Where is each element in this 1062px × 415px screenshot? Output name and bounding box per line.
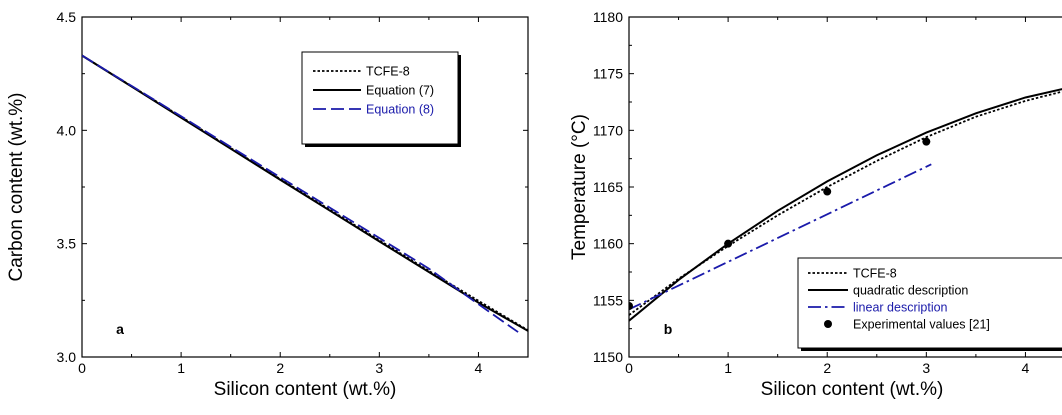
x-tick-label: 0 bbox=[625, 360, 633, 376]
data-point bbox=[922, 137, 931, 146]
legend-label: quadratic description bbox=[853, 284, 968, 298]
x-tick-label: 2 bbox=[823, 360, 831, 376]
x-tick-label: 4 bbox=[1022, 360, 1030, 376]
x-axis-label: Silicon content (wt.%) bbox=[214, 379, 397, 400]
series-line bbox=[629, 163, 932, 311]
y-tick-label: 3.0 bbox=[57, 349, 77, 365]
chart-panel-b: 0 1 2 3 4 1150 1155 1160 1165 1170 1175 1180 Silicon… bbox=[569, 9, 1062, 400]
y-tick-label: 1165 bbox=[593, 179, 623, 195]
legend-label: TCFE-8 bbox=[853, 267, 897, 281]
y-axis-label: Temperature (°C) bbox=[569, 114, 590, 260]
x-tick-label: 2 bbox=[276, 360, 284, 376]
y-tick-label: 1150 bbox=[593, 349, 623, 365]
legend-label: Equation (8) bbox=[366, 103, 434, 117]
y-tick-label: 4.0 bbox=[57, 122, 77, 138]
series-line bbox=[629, 88, 1062, 322]
x-axis-label: Silicon content (wt.%) bbox=[761, 379, 944, 400]
y-tick-label: 1170 bbox=[593, 122, 623, 138]
data-point bbox=[823, 187, 832, 196]
legend-label: TCFE-8 bbox=[366, 65, 410, 79]
data-point bbox=[724, 239, 733, 248]
legend-marker bbox=[824, 320, 832, 328]
series-group bbox=[629, 88, 1062, 322]
y-axis-label: Carbon content (wt.%) bbox=[6, 92, 27, 281]
legend-box bbox=[301, 51, 459, 145]
x-tick-label: 3 bbox=[375, 360, 383, 376]
panel-letter: a bbox=[116, 321, 124, 337]
x-tick-label: 4 bbox=[475, 360, 483, 376]
chart-panel-a: 0 1 2 3 4 3.0 3.5 4.0 4.5 Silicon content (wt.%) C… bbox=[6, 9, 529, 400]
series-line bbox=[82, 54, 519, 333]
series-group bbox=[82, 54, 528, 333]
legend: TCFE-8 quadratic description linear descri… bbox=[797, 257, 1062, 351]
legend-label: Experimental values [21] bbox=[853, 318, 990, 332]
x-tick-label: 1 bbox=[724, 360, 732, 376]
legend-label: linear description bbox=[853, 301, 948, 315]
legend-label: Equation (7) bbox=[366, 84, 434, 98]
x-tick-label: 0 bbox=[78, 360, 86, 376]
y-tick-label: 3.5 bbox=[57, 236, 77, 252]
y-tick-label: 1155 bbox=[593, 292, 623, 308]
legend: TCFE-8 Equation (7) Equation (8) bbox=[301, 51, 461, 147]
y-tick-label: 4.5 bbox=[57, 9, 77, 25]
y-tick-label: 1180 bbox=[593, 9, 623, 25]
x-tick-label: 1 bbox=[177, 360, 185, 376]
data-point bbox=[629, 302, 633, 310]
y-tick-label: 1160 bbox=[593, 236, 623, 252]
panel-letter: b bbox=[664, 321, 673, 337]
x-tick-label: 3 bbox=[922, 360, 930, 376]
y-tick-label: 1175 bbox=[593, 66, 623, 82]
